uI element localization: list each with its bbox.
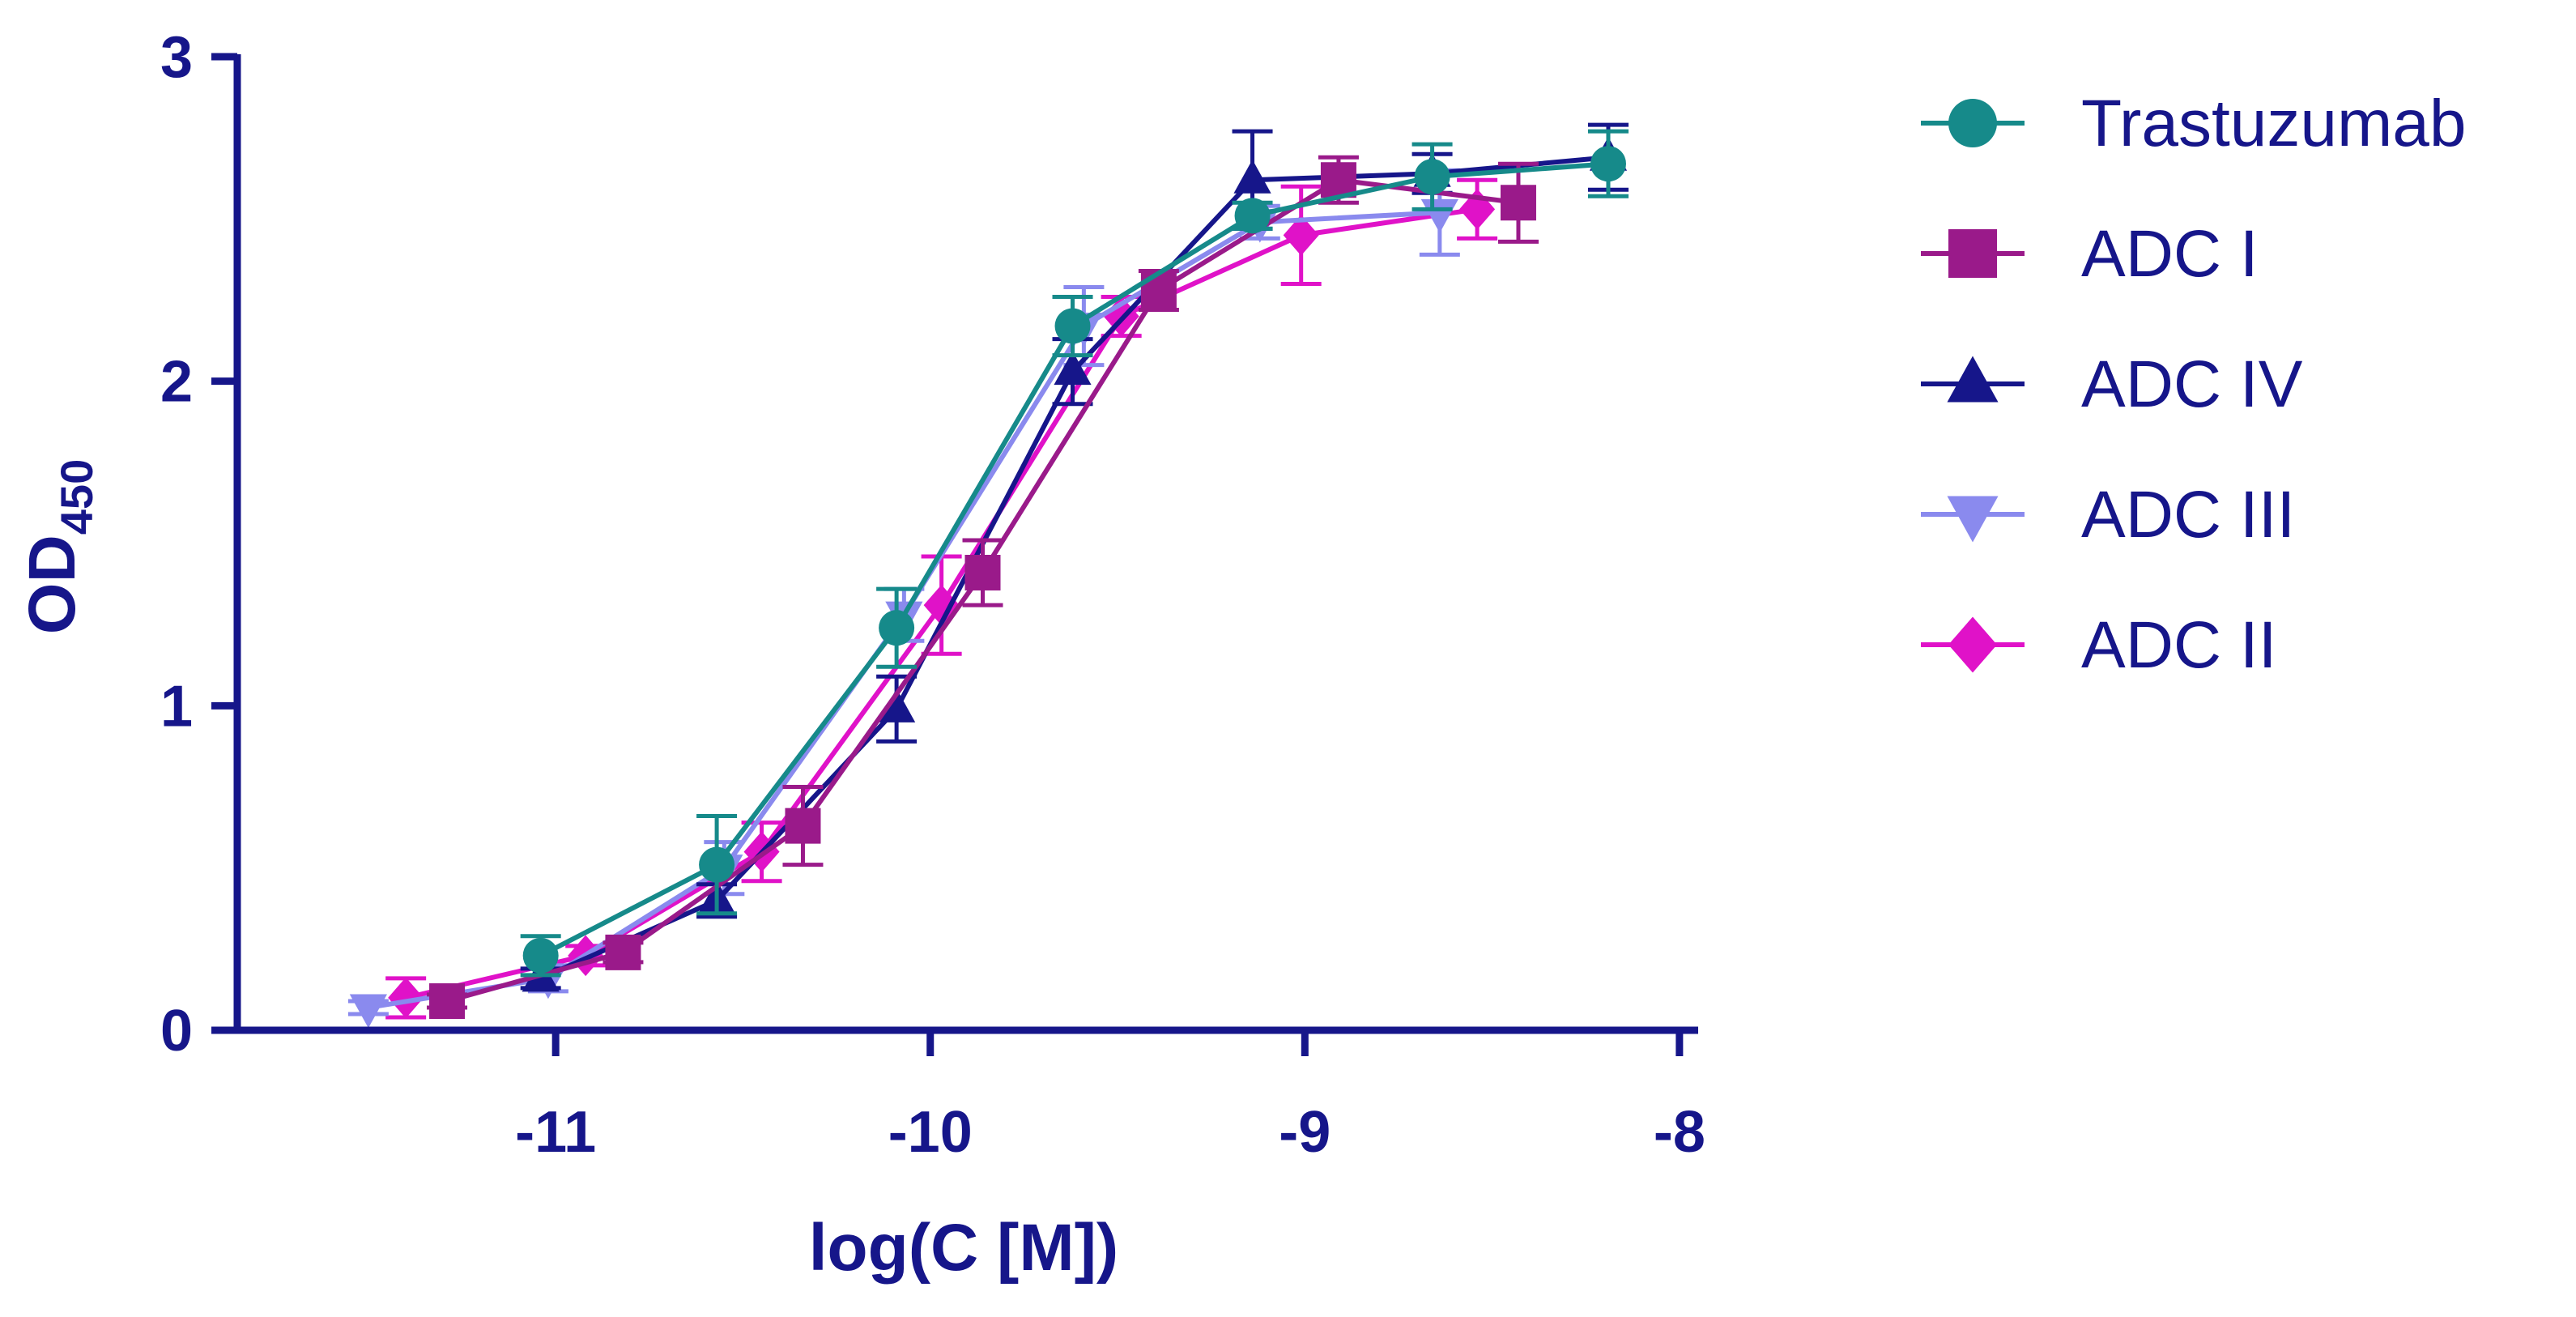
data-point bbox=[388, 977, 424, 1019]
y-tick-label: 1 bbox=[160, 674, 193, 739]
data-point bbox=[1500, 185, 1536, 221]
legend-label: ADC III bbox=[2081, 478, 2295, 552]
series-line bbox=[539, 155, 1609, 981]
series-adc-i bbox=[427, 155, 1539, 1019]
series-line bbox=[539, 161, 1609, 958]
x-axis-label: log(C [M]) bbox=[809, 1211, 1119, 1285]
data-point bbox=[1414, 159, 1450, 195]
y-axis-label: OD450 bbox=[15, 459, 102, 634]
legend-marker bbox=[1948, 229, 1997, 278]
legend-marker bbox=[1948, 616, 1997, 673]
y-axis-label-subscript: 450 bbox=[51, 459, 102, 535]
legend: Trastuzumab ADC I ADC IV ADC III ADC II bbox=[1921, 87, 2466, 682]
data-point bbox=[1233, 159, 1271, 194]
data-point bbox=[785, 808, 821, 844]
legend-item: ADC I bbox=[1921, 217, 2259, 291]
series-adc-iv bbox=[520, 122, 1629, 992]
data-point bbox=[699, 846, 735, 883]
legend-label: ADC II bbox=[2081, 608, 2276, 682]
legend-item: Trastuzumab bbox=[1921, 87, 2466, 160]
y-axis: 0 1 2 3 bbox=[160, 25, 241, 1063]
data-point bbox=[878, 688, 916, 722]
y-tick-label: 2 bbox=[160, 350, 193, 415]
legend-item: ADC III bbox=[1921, 478, 2295, 552]
legend-label: ADC IV bbox=[2081, 347, 2303, 421]
x-axis: -11 -10 -9 -8 bbox=[234, 1026, 1705, 1165]
data-point bbox=[1054, 351, 1092, 386]
data-point bbox=[1234, 198, 1271, 234]
legend-marker bbox=[1947, 496, 1999, 543]
data-point bbox=[1283, 215, 1319, 256]
series-adc-ii bbox=[385, 177, 1498, 1020]
series-trastuzumab bbox=[520, 129, 1629, 978]
plot-area bbox=[347, 122, 1629, 1029]
y-tick-label: 3 bbox=[160, 25, 193, 90]
legend-label: ADC I bbox=[2081, 217, 2259, 291]
data-point bbox=[964, 555, 1001, 591]
data-point bbox=[1590, 146, 1626, 182]
x-tick-label: -9 bbox=[1279, 1100, 1331, 1165]
x-tick-label: -8 bbox=[1654, 1100, 1705, 1165]
legend-item: ADC II bbox=[1921, 608, 2276, 682]
legend-label: Trastuzumab bbox=[2081, 87, 2466, 160]
data-point bbox=[349, 994, 387, 1029]
data-point bbox=[605, 934, 641, 970]
data-point bbox=[522, 937, 559, 974]
y-tick-label: 0 bbox=[160, 999, 193, 1063]
data-point bbox=[879, 610, 915, 646]
legend-marker bbox=[1947, 356, 1999, 403]
legend-item: ADC IV bbox=[1921, 347, 2303, 421]
data-point bbox=[429, 982, 466, 1019]
data-point bbox=[1054, 308, 1091, 344]
data-point bbox=[1140, 272, 1177, 309]
legend-marker bbox=[1948, 99, 1997, 147]
series-adc-iii bbox=[347, 168, 1460, 1029]
y-axis-label-main: OD bbox=[15, 535, 89, 634]
x-tick-label: -11 bbox=[515, 1100, 596, 1165]
data-point bbox=[1320, 162, 1356, 198]
x-tick-label: -10 bbox=[888, 1100, 973, 1165]
